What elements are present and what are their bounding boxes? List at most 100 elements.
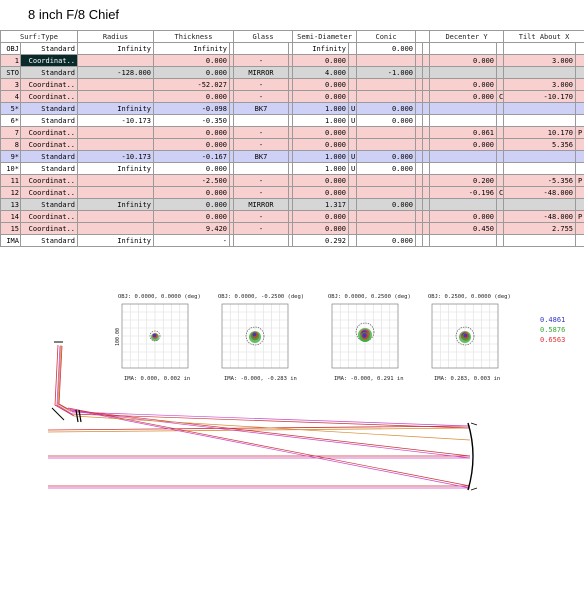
header-semi-diameter[interactable]: Semi-Diameter: [292, 30, 358, 43]
semi-diameter-cell[interactable]: Infinity: [292, 42, 350, 55]
surface-number-cell[interactable]: 14: [0, 210, 21, 223]
conic-cell[interactable]: [356, 78, 417, 91]
tilt-about-x-cell[interactable]: -48.000: [503, 210, 577, 223]
glass-cell[interactable]: -: [233, 90, 289, 103]
lens-surface-row[interactable]: 3 Coordinat.. -52.027-0.000 0.000 3.000: [0, 78, 584, 91]
surface-type-cell[interactable]: Coordinat..: [20, 186, 78, 199]
radius-cell[interactable]: [77, 174, 154, 187]
surface-type-cell[interactable]: Coordinat..: [20, 138, 78, 151]
conic-cell[interactable]: [356, 138, 417, 151]
thickness-cell[interactable]: 0.000: [153, 54, 230, 67]
lens-surface-row[interactable]: 13 Standard Infinity 0.000 MIRROR 1.317 0.000: [0, 198, 584, 211]
thickness-cell[interactable]: 0.000: [153, 198, 230, 211]
conic-cell[interactable]: 0.000: [356, 198, 417, 211]
thickness-cell[interactable]: 0.000: [153, 210, 230, 223]
lens-surface-row[interactable]: 8 Coordinat.. 0.000-0.000 0.000 5.356: [0, 138, 584, 151]
thickness-cell[interactable]: 9.420: [153, 222, 230, 235]
glass-cell[interactable]: -: [233, 78, 289, 91]
semi-diameter-cell[interactable]: 0.292: [292, 234, 350, 247]
semi-diameter-cell[interactable]: 1.317: [292, 198, 350, 211]
lens-surface-row[interactable]: STO Standard -128.000 0.000 MIRROR 4.000 -1.00…: [0, 66, 584, 79]
decenter-y-cell[interactable]: 0.000: [429, 210, 498, 223]
header-radius[interactable]: Radius: [77, 30, 154, 43]
conic-cell[interactable]: 0.000: [356, 162, 417, 175]
tilt-about-x-cell[interactable]: [503, 150, 577, 163]
decenter-y-cell[interactable]: 0.000: [429, 138, 498, 151]
radius-cell[interactable]: Infinity: [77, 234, 154, 247]
decenter-y-cell[interactable]: -0.196: [429, 186, 498, 199]
lens-surface-row[interactable]: 5* Standard Infinity -0.098 BK7 1.000 U 0.000: [0, 102, 584, 115]
tilt-about-x-cell[interactable]: 5.356: [503, 138, 577, 151]
lens-surface-row[interactable]: IMA Standard Infinity -0.292 0.000: [0, 234, 584, 247]
decenter-y-cell[interactable]: [429, 66, 498, 79]
lens-surface-row[interactable]: 1 Coordinat.. 0.000-0.000 0.000 3.000: [0, 54, 584, 67]
semi-diameter-cell[interactable]: 0.000: [292, 54, 350, 67]
conic-cell[interactable]: -1.000: [356, 66, 417, 79]
conic-cell[interactable]: 0.000: [356, 102, 417, 115]
semi-diameter-cell[interactable]: 1.000: [292, 114, 350, 127]
thickness-cell[interactable]: -: [153, 234, 230, 247]
decenter-y-cell[interactable]: [429, 234, 498, 247]
surface-number-cell[interactable]: 12: [0, 186, 21, 199]
semi-diameter-cell[interactable]: 0.000: [292, 126, 350, 139]
radius-cell[interactable]: [77, 126, 154, 139]
decenter-y-cell[interactable]: [429, 162, 498, 175]
glass-cell[interactable]: BK7: [233, 150, 289, 163]
tilt-about-x-cell[interactable]: [503, 234, 577, 247]
decenter-y-cell[interactable]: 0.000: [429, 54, 498, 67]
lens-surface-row[interactable]: 14 Coordinat.. 0.000-0.000 0.000 -48.000 P: [0, 210, 584, 223]
surface-type-cell[interactable]: Coordinat..: [20, 210, 78, 223]
thickness-cell[interactable]: 0.000: [153, 138, 230, 151]
lens-surface-row[interactable]: 12 Coordinat.. 0.000-0.000 -0.196 C -48.000: [0, 186, 584, 199]
radius-cell[interactable]: -10.173: [77, 150, 154, 163]
glass-cell[interactable]: [233, 42, 289, 55]
glass-cell[interactable]: [233, 162, 289, 175]
semi-diameter-solve-cell[interactable]: [348, 234, 358, 247]
radius-cell[interactable]: Infinity: [77, 42, 154, 55]
surface-type-cell[interactable]: Standard: [20, 102, 78, 115]
tilt-about-x-cell[interactable]: [503, 102, 577, 115]
thickness-cell[interactable]: -0.098: [153, 102, 230, 115]
surface-type-cell[interactable]: Coordinat..: [20, 174, 78, 187]
glass-cell[interactable]: -: [233, 210, 289, 223]
glass-cell[interactable]: -: [233, 222, 289, 235]
surface-number-cell[interactable]: 11: [0, 174, 21, 187]
radius-cell[interactable]: [77, 90, 154, 103]
decenter-y-cell[interactable]: 0.000: [429, 78, 498, 91]
lens-surface-row[interactable]: 11 Coordinat.. -2.500-0.000 0.200 -5.356 P: [0, 174, 584, 187]
conic-cell[interactable]: 0.000: [356, 234, 417, 247]
semi-diameter-cell[interactable]: 0.000: [292, 174, 350, 187]
header-surf-type[interactable]: Surf:Type: [0, 30, 78, 43]
tilt-about-x-cell[interactable]: 3.000: [503, 78, 577, 91]
decenter-y-cell[interactable]: 0.000: [429, 90, 498, 103]
lens-surface-row[interactable]: 6* Standard -10.173 -0.350 1.000 U 0.000: [0, 114, 584, 127]
glass-cell[interactable]: BK7: [233, 102, 289, 115]
radius-cell[interactable]: [77, 222, 154, 235]
conic-cell[interactable]: 0.000: [356, 150, 417, 163]
surface-number-cell[interactable]: 5*: [0, 102, 21, 115]
glass-cell[interactable]: -: [233, 174, 289, 187]
surface-number-cell[interactable]: OBJ: [0, 42, 21, 55]
conic-cell[interactable]: [356, 174, 417, 187]
radius-cell[interactable]: Infinity: [77, 162, 154, 175]
radius-cell[interactable]: [77, 54, 154, 67]
radius-cell[interactable]: Infinity: [77, 198, 154, 211]
semi-diameter-cell[interactable]: 4.000: [292, 66, 350, 79]
radius-cell[interactable]: [77, 186, 154, 199]
tilt-about-x-cell[interactable]: -48.000: [503, 186, 577, 199]
lens-surface-row[interactable]: OBJ Standard Infinity Infinity Infinity 0.000: [0, 42, 584, 55]
surface-type-cell[interactable]: Standard: [20, 234, 78, 247]
semi-diameter-cell[interactable]: 0.000: [292, 138, 350, 151]
surface-type-cell[interactable]: Coordinat..: [20, 90, 78, 103]
glass-cell[interactable]: MIRROR: [233, 66, 289, 79]
surface-number-cell[interactable]: 8: [0, 138, 21, 151]
lens-surface-row[interactable]: 10* Standard Infinity 0.000 1.000 U 0.000: [0, 162, 584, 175]
header-glass[interactable]: Glass: [232, 30, 294, 43]
conic-cell[interactable]: [356, 90, 417, 103]
radius-cell[interactable]: [77, 78, 154, 91]
tilt-about-x-cell[interactable]: [503, 198, 577, 211]
header-tilt-about-x[interactable]: Tilt About X: [503, 30, 584, 43]
lens-data-editor-table[interactable]: Surf:Type Radius Thickness Glass Semi-Di…: [0, 30, 584, 247]
surface-type-cell[interactable]: Standard: [20, 198, 78, 211]
thickness-cell[interactable]: -52.027: [153, 78, 230, 91]
